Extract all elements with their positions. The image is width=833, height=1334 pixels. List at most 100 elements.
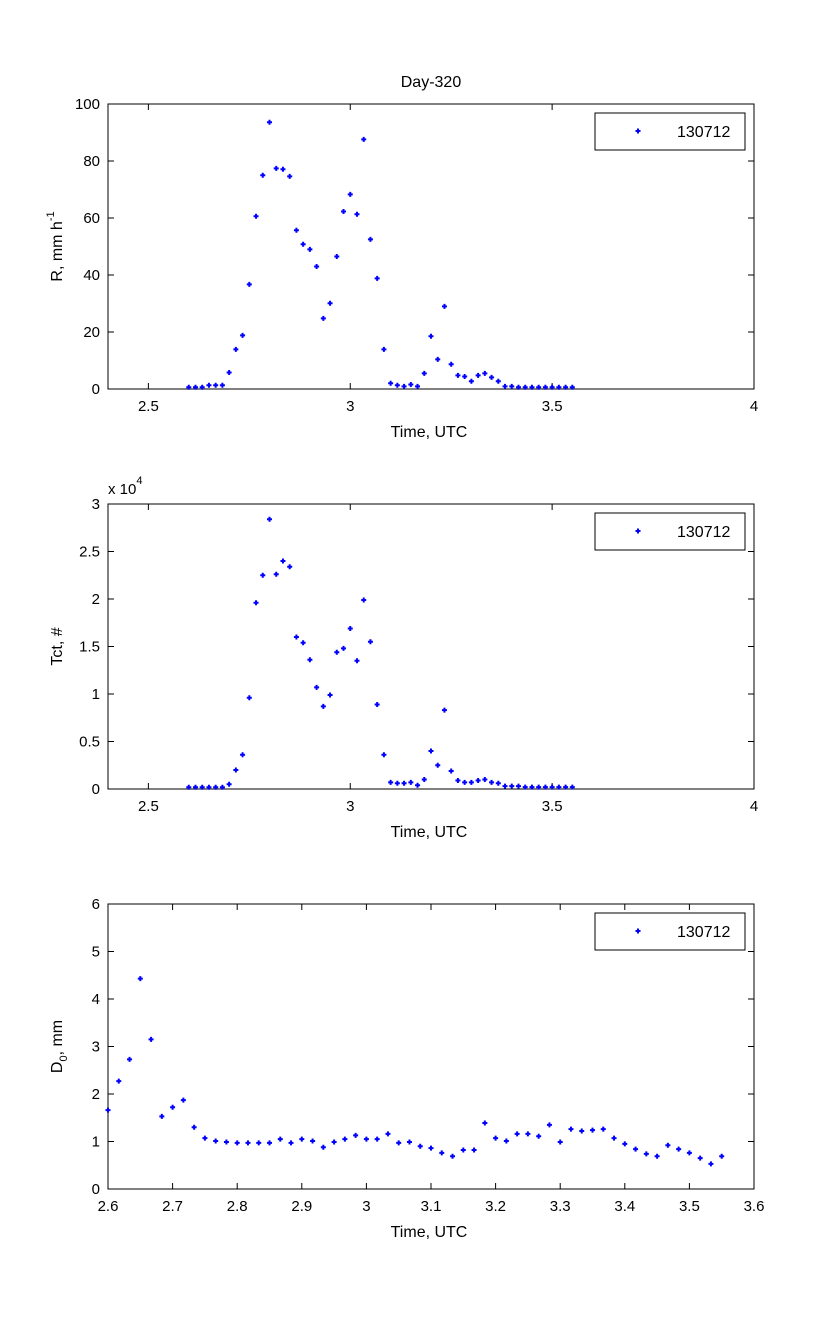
data-point	[489, 374, 495, 380]
data-point	[354, 658, 360, 664]
data-point	[361, 136, 367, 142]
legend: 130712	[594, 912, 746, 951]
data-point	[503, 1138, 509, 1144]
x-tick-label: 3.6	[744, 1198, 765, 1215]
y-tick-label: 6	[92, 896, 100, 913]
y-tick-label: 4	[92, 991, 100, 1008]
data-point	[475, 372, 481, 378]
data-point	[314, 684, 320, 690]
data-point	[307, 246, 313, 252]
data-point	[320, 1144, 326, 1150]
data-point	[556, 384, 562, 390]
data-point	[267, 516, 272, 522]
legend-label: 130712	[677, 124, 730, 141]
x-tick-label: 3	[346, 798, 354, 815]
data-point	[347, 625, 353, 631]
data-point	[385, 1131, 391, 1137]
data-point	[277, 1136, 283, 1142]
y-tick-label: 0.5	[79, 734, 100, 751]
legend-box	[594, 112, 746, 151]
data-point	[448, 768, 454, 774]
data-point	[206, 784, 212, 790]
data-point	[468, 779, 474, 785]
data-point	[310, 1138, 316, 1144]
data-point	[495, 780, 501, 786]
y-multiplier-label: x 104	[108, 475, 142, 498]
x-tick-label: 2.6	[98, 1198, 119, 1215]
data-point	[374, 275, 380, 281]
data-point	[223, 1139, 229, 1145]
y-axis-label-text: D	[49, 1062, 66, 1074]
y-multiplier-base: x 10	[108, 481, 136, 498]
data-point	[536, 384, 542, 390]
data-point	[388, 380, 394, 386]
data-point	[489, 779, 495, 785]
data-point	[327, 692, 333, 698]
data-point	[267, 119, 272, 125]
data-point	[327, 300, 333, 306]
data-point	[643, 1151, 649, 1157]
data-point	[549, 384, 555, 390]
data-point	[522, 784, 528, 790]
data-point	[568, 1126, 574, 1132]
y-tick-label: 1	[92, 1134, 100, 1151]
data-point	[226, 369, 232, 375]
data-point	[180, 1097, 186, 1103]
subplot-3: 2.6 2.7 2.8 2.9 3 3.1 3.2 3.3 3.4 3.5 3.6 0 1 2 3 4 5 6 Ti…	[49, 896, 764, 1241]
data-point	[186, 784, 192, 790]
y-tick-label: 40	[83, 267, 100, 284]
y-tick-label: 20	[83, 324, 100, 341]
data-point	[569, 384, 575, 390]
data-point	[495, 378, 501, 384]
data-point	[417, 1143, 423, 1149]
data-point	[253, 213, 259, 219]
data-point	[611, 1135, 617, 1141]
data-point	[245, 1140, 251, 1146]
data-point	[502, 383, 508, 389]
data-point	[522, 384, 528, 390]
data-point	[455, 372, 461, 378]
data-point	[192, 384, 198, 390]
data-point	[415, 383, 421, 389]
data-point	[590, 1127, 595, 1133]
data-point	[482, 370, 488, 376]
y-tick-label: 60	[83, 210, 100, 227]
data-point	[388, 779, 394, 785]
data-point	[708, 1161, 714, 1167]
data-point	[394, 382, 400, 388]
data-point	[374, 1136, 380, 1142]
data-point	[233, 767, 239, 773]
x-axis-label: Time, UTC	[391, 824, 468, 841]
data-point	[256, 1140, 262, 1146]
data-point	[514, 1131, 520, 1137]
x-tick-label: 3.5	[542, 798, 563, 815]
data-point	[381, 752, 387, 758]
data-point	[525, 1131, 531, 1137]
data-point	[428, 333, 434, 339]
data-point	[515, 783, 521, 789]
data-point	[300, 241, 306, 247]
data-point	[367, 639, 373, 645]
data-point	[253, 600, 259, 606]
x-tick-label: 4	[750, 398, 758, 415]
data-point	[148, 1036, 154, 1042]
data-point	[448, 361, 454, 367]
data-point	[569, 784, 575, 790]
legend: 130712	[594, 512, 746, 551]
legend-marker-icon	[635, 128, 641, 134]
data-point	[127, 1056, 133, 1062]
data-point	[374, 701, 380, 707]
data-point	[471, 1147, 477, 1153]
data-point	[170, 1104, 176, 1110]
data-point	[341, 208, 347, 214]
data-point	[579, 1128, 585, 1134]
y-tick-label: 3	[92, 496, 100, 513]
data-point	[234, 1140, 240, 1146]
data-point	[509, 383, 515, 389]
y-axis-label-text: Tct, #	[49, 627, 66, 665]
data-point	[421, 370, 427, 376]
data-point	[246, 281, 252, 287]
y-tick-label: 1	[92, 686, 100, 703]
data-point	[556, 784, 562, 790]
data-point	[633, 1146, 639, 1152]
